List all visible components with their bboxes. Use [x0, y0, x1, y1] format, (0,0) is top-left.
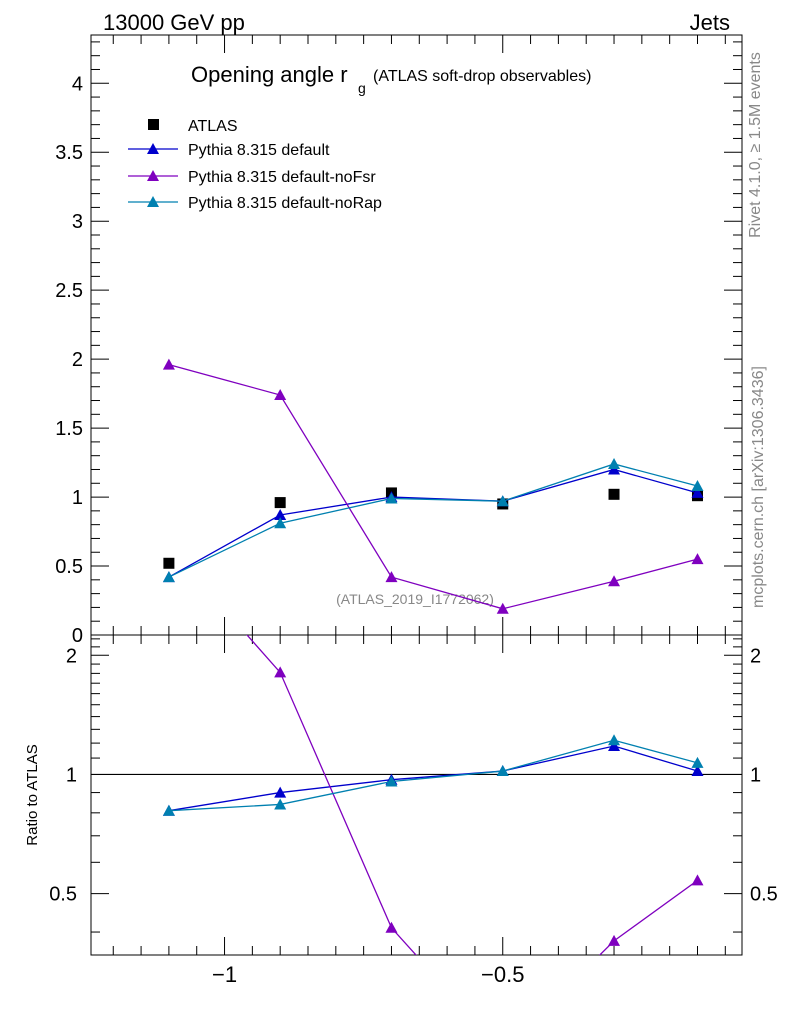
main-line-noFsr [168, 364, 698, 610]
main-title-subscript: g [358, 80, 366, 96]
ratio-y-tick-label-right: 1 [750, 764, 761, 786]
ratio-y-tick-label-right: 0.5 [750, 884, 778, 906]
ratio-point-noRap [608, 734, 621, 746]
ratio-point-noFsr [163, 541, 175, 552]
side-events-label: Rivet 4.1.0, ≥ 1.5M events [747, 52, 764, 238]
side-source-label: mcplots.cern.ch [arXiv:1306.3436] [750, 366, 767, 608]
main-y-tick-label: 3.5 [55, 142, 83, 164]
main-y-tick-label: 3 [72, 211, 83, 233]
main-point-noRap [385, 492, 398, 504]
main-y-tick-label: 2.5 [55, 280, 83, 302]
ratio-y-tick-label: 0.5 [49, 884, 77, 906]
ratio-point-default [274, 786, 287, 798]
main-line-noRap [168, 463, 698, 578]
main-line-default [168, 468, 698, 578]
main-point-noRap [608, 457, 621, 469]
main-point-noRap [162, 571, 175, 583]
main-point-default [274, 509, 287, 520]
legend-label-default: Pythia 8.315 default [188, 142, 330, 159]
legend-marker-noRap [147, 196, 159, 207]
legend-marker-atlas [148, 119, 159, 130]
main-y-tick-label: 2 [72, 349, 83, 371]
ratio-point-default [608, 739, 621, 751]
main-point-atlas [274, 497, 286, 509]
legend-marker-noFsr [147, 170, 159, 181]
header-right-label: Jets [690, 10, 730, 35]
ratio-point-noFsr [691, 874, 704, 886]
ratio-point-noRap [274, 798, 287, 810]
main-point-noRap [691, 480, 704, 492]
main-y-tick-label: 4 [72, 73, 83, 95]
ratio-point-default [691, 765, 704, 777]
ratio-point-noFsr [274, 666, 287, 678]
main-point-noRap [274, 517, 287, 529]
ratio-point-noFsr [608, 934, 621, 946]
axes-layer: 0.5 1 1.5 2 2.5 3 3.5 4 0 −1 −0.5 0.5 0.5 1 1 2 2 [49, 35, 778, 987]
ratio-line-noFsr [246, 635, 698, 955]
ratio-point-noRap [162, 804, 175, 816]
main-point-default [608, 463, 621, 475]
main-y-tick-label: 1.5 [55, 418, 83, 440]
main-point-noFsr [162, 358, 175, 370]
legend: ATLAS Pythia 8.315 default Pythia 8.315 … [128, 118, 382, 212]
main-title: Opening angle r g (ATLAS soft-drop obser… [191, 62, 591, 96]
header-left-label: 13000 GeV pp [103, 10, 245, 35]
ratio-point-noRap [496, 765, 509, 777]
ratio-line-noRap [168, 739, 698, 812]
main-point-noFsr [496, 602, 509, 614]
x-tick-label: −0.5 [481, 962, 524, 987]
ratio-ylabel: Ratio to ATLAS [24, 744, 41, 845]
ratio-point-noRap [385, 775, 398, 787]
main-point-noFsr [274, 389, 287, 400]
main-point-atlas [608, 488, 620, 500]
ratio-y-tick-label-right: 2 [750, 645, 761, 667]
main-y-tick-label-zero: 0 [72, 625, 83, 647]
ratio-plot-frame [90, 634, 743, 956]
main-title-text: Opening angle r [191, 62, 348, 87]
main-point-noFsr [691, 553, 704, 565]
legend-label-noFsr: Pythia 8.315 default-noFsr [188, 169, 376, 186]
main-y-tick-label: 1 [72, 487, 83, 509]
legend-label-atlas: ATLAS [188, 118, 238, 135]
ratio-y-tick-label: 2 [66, 645, 77, 667]
ratio-point-noFsr [385, 921, 398, 933]
main-point-noRap [496, 495, 509, 507]
ratio-series-layer [162, 541, 704, 955]
ratio-point-noRap [691, 756, 704, 768]
x-tick-label: −1 [212, 962, 237, 987]
main-series-layer [162, 358, 704, 614]
main-point-default [691, 486, 704, 498]
main-point-noFsr [385, 571, 398, 583]
ratio-y-tick-label: 1 [66, 764, 77, 786]
main-point-noFsr [608, 575, 621, 587]
main-y-tick-label: 0.5 [55, 556, 83, 578]
legend-label-noRap: Pythia 8.315 default-noRap [188, 195, 382, 212]
main-point-atlas [163, 557, 175, 569]
legend-marker-default [147, 143, 159, 154]
main-title-note: (ATLAS soft-drop observables) [373, 68, 591, 85]
ratio-line-default [168, 745, 698, 812]
